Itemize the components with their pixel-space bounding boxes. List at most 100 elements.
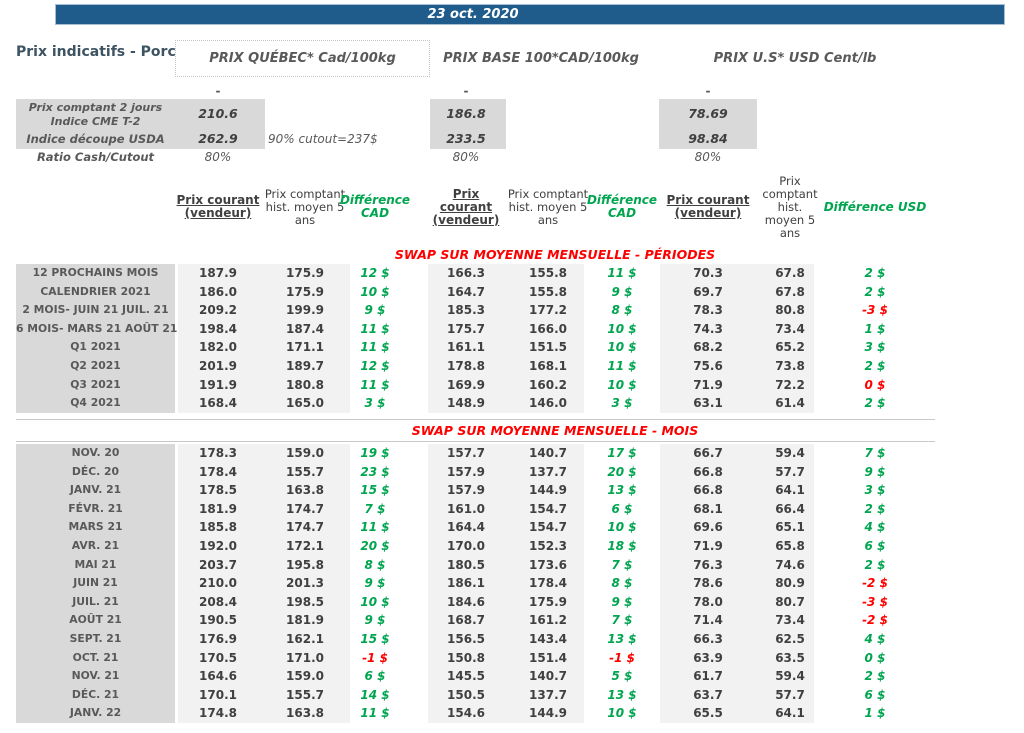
difference-value: 2 $ <box>864 266 886 280</box>
row-label: JANV. 21 <box>69 483 122 497</box>
row-background-band <box>16 264 175 283</box>
price-value: 163.8 <box>286 483 324 498</box>
price-value: 73.8 <box>775 358 805 373</box>
difference-value: 5 $ <box>611 669 633 684</box>
price-value: 72.2 <box>775 377 805 392</box>
col-header-diff-cad-quebec: Différence CAD <box>339 193 411 220</box>
table-row: DÉC. 21 170.1 155.7 14 $ 150.5 137.7 13 $ 63.7 5… <box>0 685 1024 705</box>
price-value: 174.7 <box>286 520 324 535</box>
price-value: 160.2 <box>529 377 567 392</box>
row-background-band <box>16 574 175 593</box>
row-background-band <box>660 462 814 482</box>
periods-table: 12 PROCHAINS MOIS 187.9 175.9 12 $ 166.3 155.… <box>0 264 1024 413</box>
table-row: CALENDRIER 2021 186.0 175.9 10 $ 164.7 155.8 9… <box>0 282 1024 302</box>
row-background-band <box>16 648 175 668</box>
price-value: 80.7 <box>775 594 805 609</box>
price-value: 201.9 <box>199 358 237 373</box>
price-value: 63.9 <box>693 650 723 665</box>
price-value: 175.9 <box>286 266 324 280</box>
price-value: 175.9 <box>286 284 324 299</box>
difference-value: 7 $ <box>611 613 633 628</box>
table-row: MAI 21 203.7 195.8 8 $ 180.5 173.6 7 $ 76.3 74.6… <box>0 555 1024 575</box>
row-background-band <box>178 444 350 463</box>
price-value: 64.1 <box>775 483 805 498</box>
price-value: 170.1 <box>199 687 237 702</box>
price-value: 66.3 <box>693 631 723 646</box>
price-value: 178.4 <box>529 576 567 591</box>
price-value: 164.4 <box>447 520 485 535</box>
table-row: DÉC. 20 178.4 155.7 23 $ 157.9 137.7 20 $ 66.8 5… <box>0 462 1024 482</box>
row-background-band <box>16 282 175 302</box>
difference-value: 7 $ <box>364 501 386 516</box>
dash-placeholder: - <box>215 84 221 98</box>
row-label: 12 PROCHAINS MOIS <box>32 266 159 279</box>
price-value: 143.4 <box>529 631 567 646</box>
price-value: 152.3 <box>529 538 567 553</box>
price-value: 150.8 <box>447 650 485 665</box>
row-background-band <box>660 629 814 649</box>
row-background-band <box>178 319 350 339</box>
price-value: 171.1 <box>286 340 324 355</box>
difference-value: 12 $ <box>360 358 390 373</box>
difference-value: 18 $ <box>607 538 637 553</box>
difference-value: -1 $ <box>362 650 388 665</box>
price-value: 165.0 <box>286 396 324 411</box>
row-background-band <box>16 444 175 463</box>
difference-value: 6 $ <box>864 687 886 702</box>
table-row: JANV. 21 178.5 163.8 15 $ 157.9 144.9 13 $ 66.8… <box>0 481 1024 500</box>
spot-value-us-ratio: 80% <box>694 150 722 164</box>
table-row: 2 MOIS- JUIN 21 JUIL. 21 209.2 199.9 9 $ 185… <box>0 301 1024 320</box>
price-value: 180.5 <box>447 557 485 572</box>
spot-value-quebec-cme: 210.6 <box>198 106 238 121</box>
price-value: 59.4 <box>775 669 805 684</box>
table-row: OCT. 21 170.5 171.0 -1 $ 150.8 151.4 -1 $ 63.9 6… <box>0 648 1024 668</box>
row-background-band <box>660 338 814 357</box>
difference-value: 2 $ <box>864 501 886 516</box>
difference-value: -3 $ <box>862 594 888 609</box>
row-background-band <box>660 518 814 537</box>
row-background-band <box>16 536 175 556</box>
row-label: NOV. 21 <box>71 669 120 683</box>
price-value: 190.5 <box>199 613 237 628</box>
difference-value: 11 $ <box>360 520 390 535</box>
table-row: JUIL. 21 208.4 198.5 10 $ 184.6 175.9 9 $ 78.0 8… <box>0 592 1024 612</box>
row-background-band <box>16 375 175 395</box>
price-value: 144.9 <box>529 483 567 498</box>
table-row: FÉVR. 21 181.9 174.7 7 $ 161.0 154.7 6 $ 68.1 66… <box>0 499 1024 519</box>
price-value: 186.0 <box>199 284 237 299</box>
row-background-band <box>660 648 814 668</box>
difference-value: 10 $ <box>607 706 637 721</box>
difference-value: 3 $ <box>364 396 386 411</box>
row-background-band <box>178 394 350 413</box>
row-background-band <box>428 536 584 556</box>
row-background-band <box>428 555 584 575</box>
row-label: DÉC. 21 <box>71 687 120 701</box>
difference-value: 9 $ <box>611 284 633 299</box>
row-background-band <box>428 592 584 612</box>
spot-value-quebec-usda: 262.9 <box>198 131 238 146</box>
row-background-band <box>660 574 814 593</box>
spot-value-base-cme: 186.8 <box>446 106 486 121</box>
spot-value-us-usda: 98.84 <box>688 131 728 146</box>
price-value: 181.9 <box>286 613 324 628</box>
row-background-band <box>660 592 814 612</box>
difference-value: 0 $ <box>864 650 886 665</box>
date-banner: 23 oct. 2020 <box>55 4 1005 25</box>
table-row: NOV. 21 164.6 159.0 6 $ 145.5 140.7 5 $ 61.7 59.… <box>0 667 1024 686</box>
row-label: AOÛT 21 <box>69 613 122 627</box>
row-background-band <box>428 667 584 686</box>
price-value: 78.0 <box>693 594 723 609</box>
price-value: 155.8 <box>529 284 567 299</box>
report-title: Prix indicatifs - Porc <box>16 44 176 60</box>
difference-value: 4 $ <box>864 631 886 646</box>
row-background-band <box>660 356 814 376</box>
row-label: OCT. 21 <box>72 650 119 664</box>
row-background-band <box>16 356 175 376</box>
price-value: 178.4 <box>199 464 237 479</box>
price-value: 73.4 <box>775 321 805 336</box>
table-row: JANV. 22 174.8 163.8 11 $ 154.6 144.9 10 $ 65.5… <box>0 704 1024 723</box>
row-background-band <box>178 375 350 395</box>
price-value: 182.0 <box>199 340 237 355</box>
row-background-band <box>428 518 584 537</box>
spot-value-us-cme: 78.69 <box>688 106 728 121</box>
